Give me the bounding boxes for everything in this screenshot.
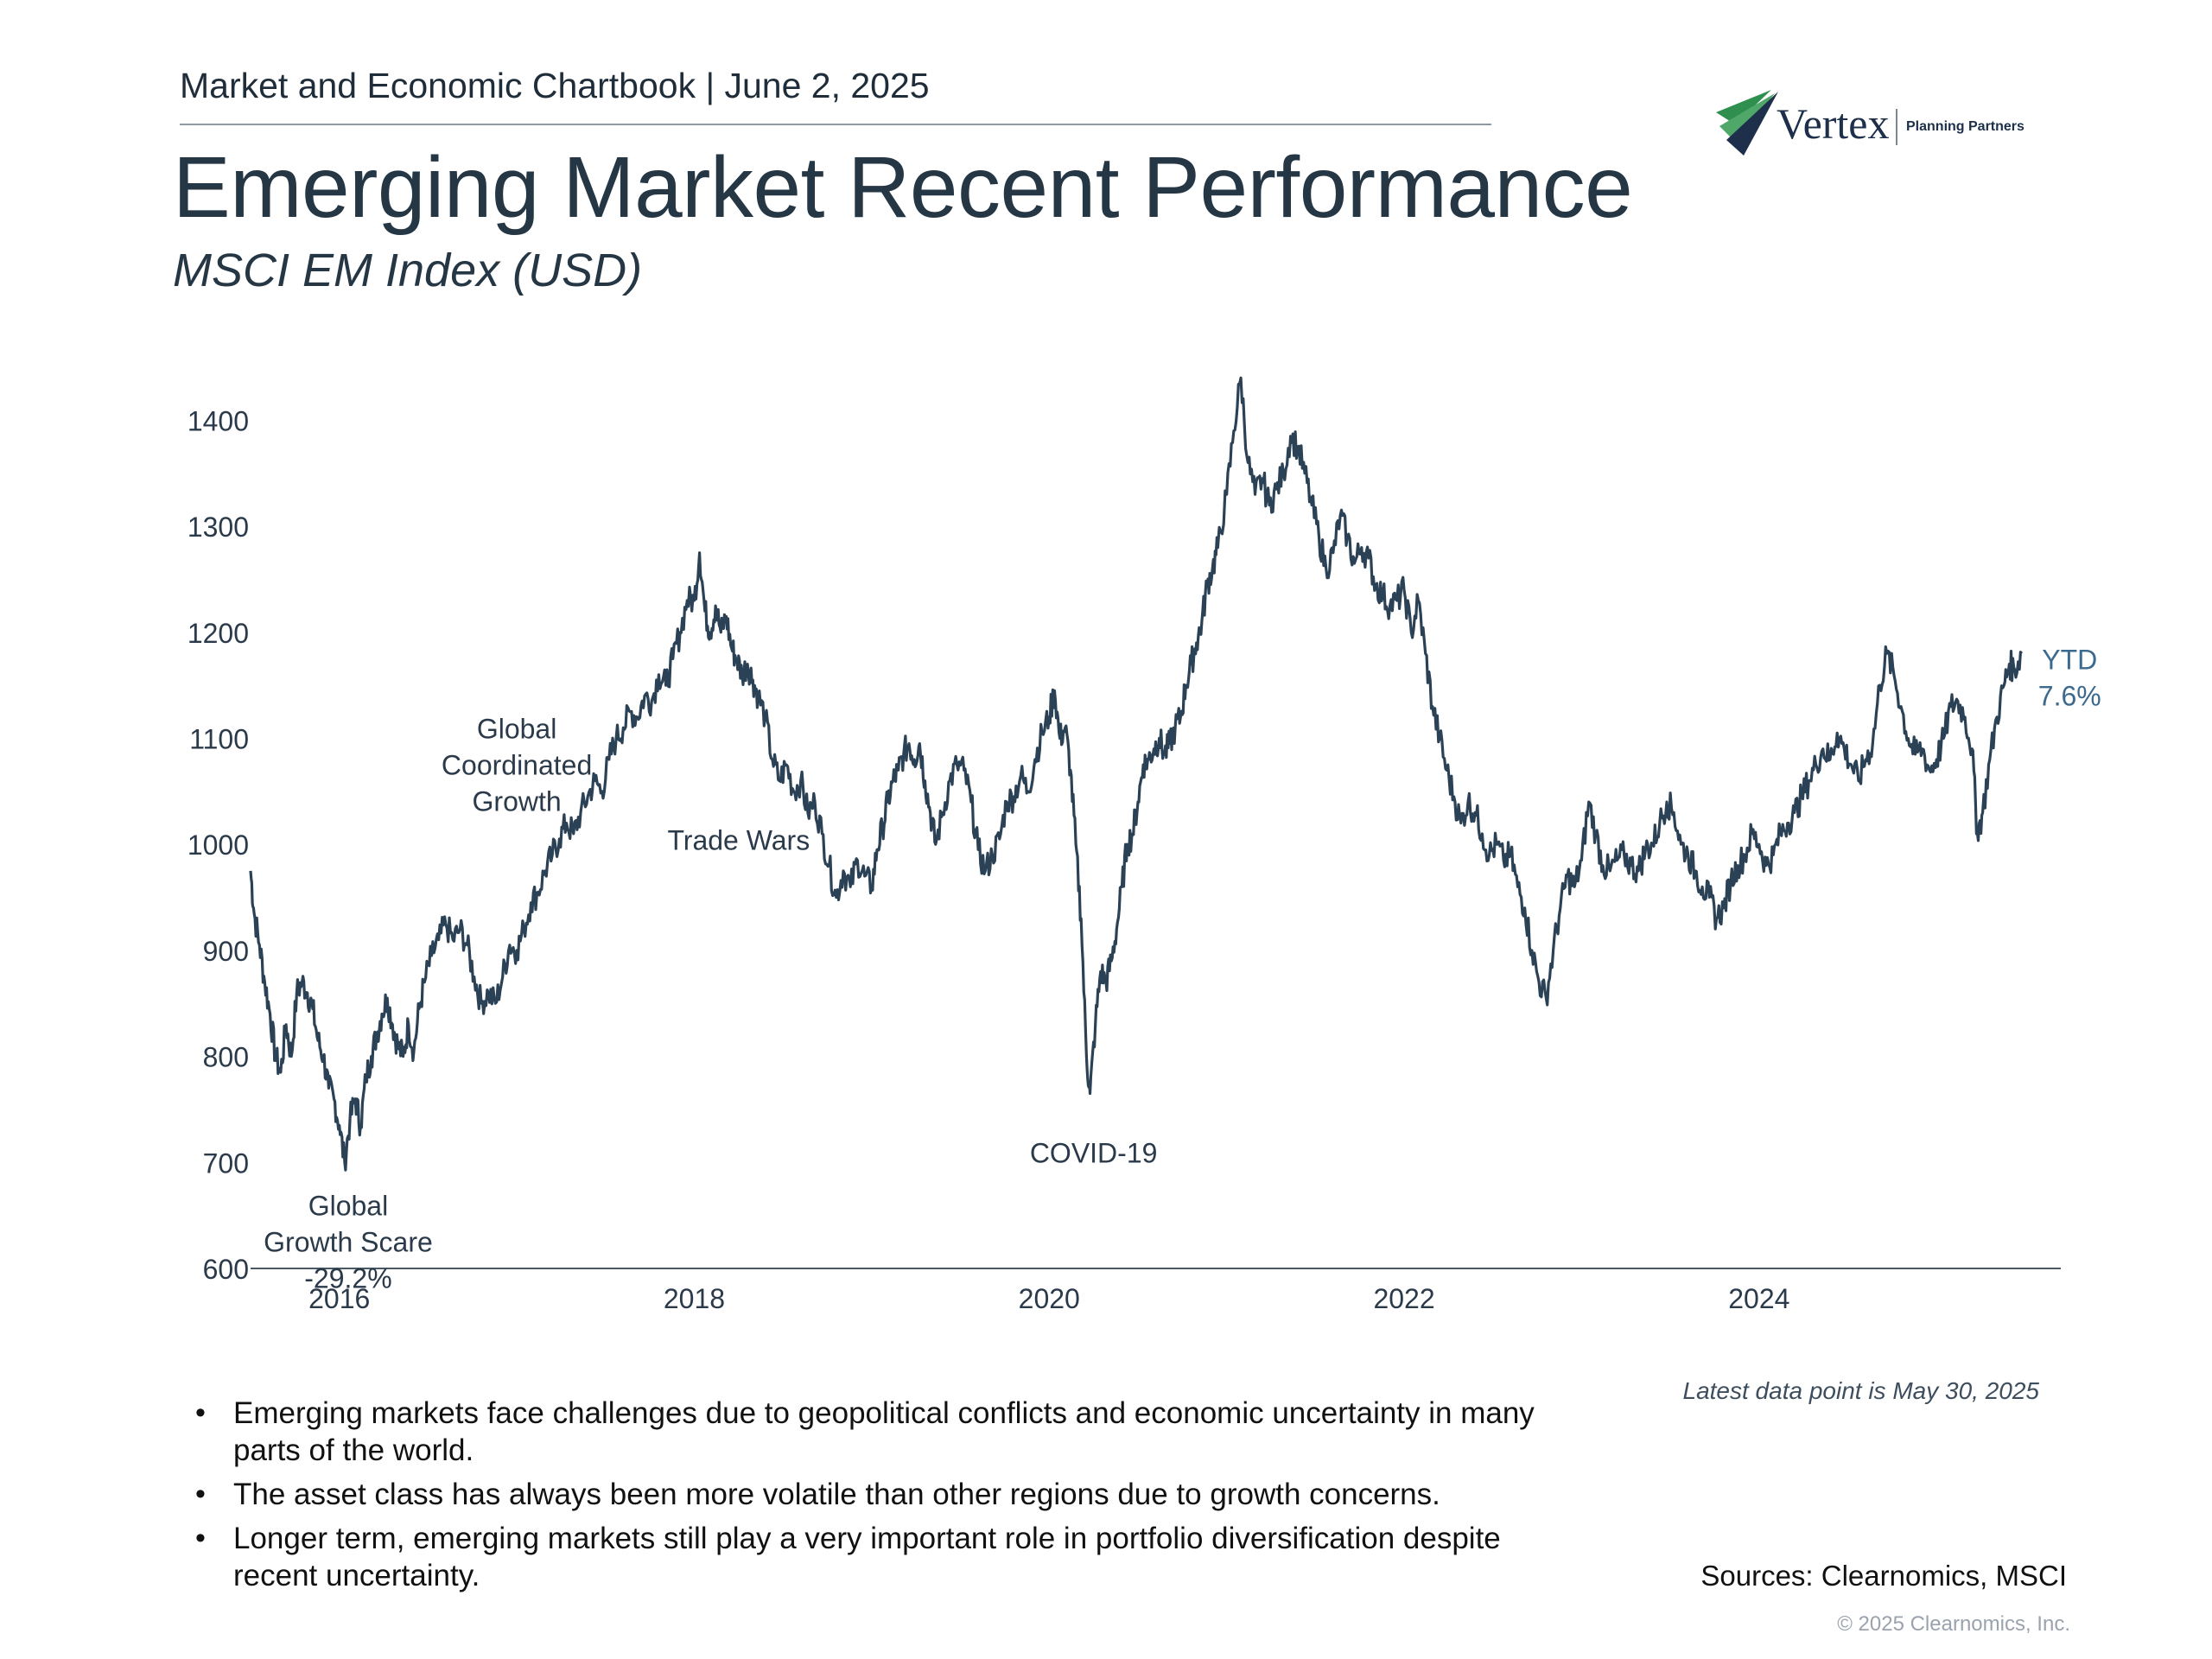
vertex-logo: Vertex Planning Partners [1711, 83, 2056, 166]
y-tick-label: 800 [203, 1042, 249, 1073]
bullet-item: Emerging markets face challenges due to … [192, 1395, 1574, 1469]
annotation-ytd: YTD 7.6% [2038, 645, 2101, 712]
y-tick-label: 1100 [189, 723, 249, 754]
x-tick-label: 2018 [664, 1283, 725, 1314]
logo-mark-icon [1716, 90, 1778, 156]
bullet-item: Longer term, emerging markets still play… [192, 1520, 1574, 1594]
latest-data-note: Latest data point is May 30, 2025 [1682, 1377, 2040, 1404]
logo-tagline: Planning Partners [1906, 119, 2024, 134]
annotation-line: Global [477, 713, 557, 744]
annotation-covid-19: COVID-19 [1030, 1137, 1158, 1168]
y-tick-label: 1200 [188, 618, 249, 649]
page-subtitle: MSCI EM Index (USD) [173, 245, 643, 296]
annotation-line: YTD [2042, 645, 2097, 676]
annotation-line: Global [308, 1191, 389, 1222]
bullet-item: The asset class has always been more vol… [192, 1476, 1574, 1513]
x-tick-label: 2016 [308, 1283, 370, 1314]
annotation-trade-wars: Trade Wars [667, 824, 810, 855]
y-tick-label: 1000 [188, 830, 249, 861]
x-tick-label: 2020 [1019, 1283, 1080, 1314]
logo-wordmark: Vertex [1777, 99, 1890, 148]
annotation-line: Coordinated [442, 749, 592, 780]
annotation-line: Trade Wars [667, 824, 810, 855]
annotation-global-growth-scare: Global Growth Scare -29.2% [264, 1191, 433, 1294]
bullet-list: Emerging markets face challenges due to … [192, 1395, 1574, 1601]
chartbook-header: Market and Economic Chartbook | June 2, … [180, 66, 930, 105]
annotation-line: 7.6% [2038, 681, 2101, 712]
annotation-line: Growth Scare [264, 1227, 433, 1258]
annotation-global-coordinated-growth: Global Coordinated Growth [442, 713, 592, 817]
x-tick-label: 2022 [1373, 1283, 1434, 1314]
msci-em-series-line [249, 376, 2024, 1172]
y-tick-label: 1400 [188, 405, 249, 436]
sources-note: Sources: Clearnomics, MSCI [1700, 1560, 2067, 1592]
y-tick-label: 900 [203, 936, 249, 967]
y-tick-label: 700 [203, 1147, 249, 1179]
y-tick-label: 600 [203, 1254, 249, 1285]
page-title: Emerging Market Recent Performance [173, 139, 1633, 236]
y-tick-label: 1300 [188, 512, 249, 543]
logo-separator [1896, 109, 1897, 145]
annotation-line: Growth [473, 785, 562, 817]
x-tick-label: 2024 [1728, 1283, 1789, 1314]
header-divider [180, 124, 1491, 125]
annotation-line: -29.2% [304, 1263, 391, 1294]
annotation-line: COVID-19 [1030, 1137, 1158, 1168]
copyright-note: © 2025 Clearnomics, Inc. [1837, 1612, 2070, 1636]
